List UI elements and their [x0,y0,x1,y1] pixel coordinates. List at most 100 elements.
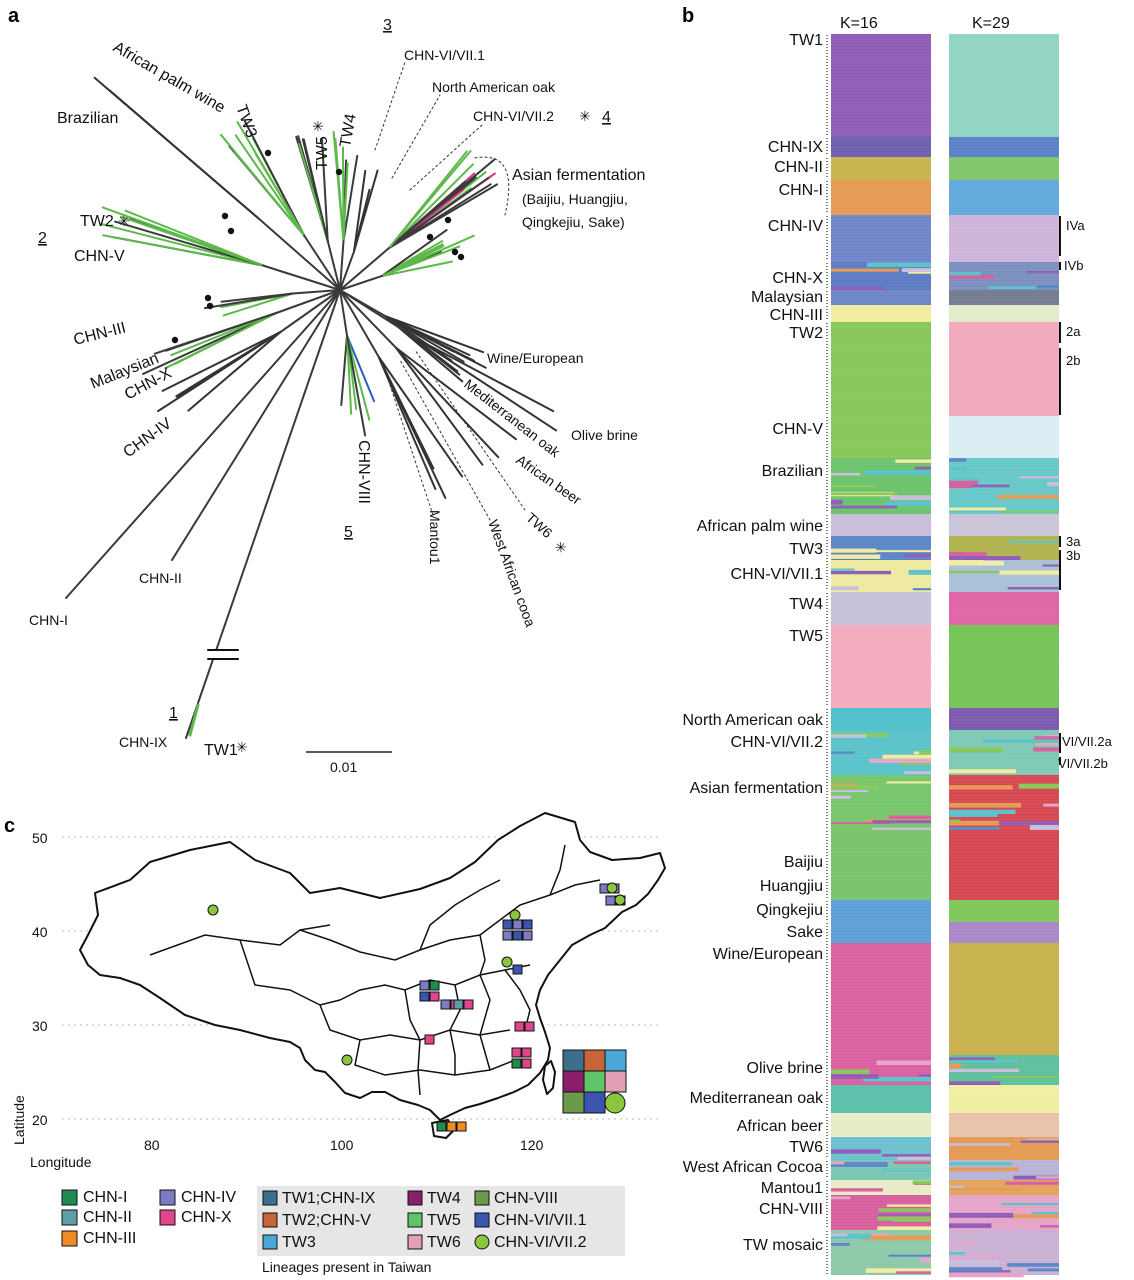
map-marker-square [419,991,430,1002]
border-4 [339,964,531,1001]
china-outline [79,812,666,1121]
admixture-segment [831,1161,845,1165]
label-chn-iv: CHN-IV [120,415,175,461]
structure-row-label: Sake [787,924,824,941]
structure-block [831,943,931,1055]
structure-row-label: Malaysian [751,289,823,306]
tree-branch [303,234,341,291]
admixture-segment [831,1196,851,1200]
admixture-segment [897,1156,931,1161]
admixture-segment [867,262,931,268]
structure-row-label: TW mosaic [743,1237,823,1254]
admixture-segment [831,586,859,591]
admixture-segment [949,480,979,485]
province-borders [149,844,601,1096]
admixture-segment [1033,747,1059,752]
structure-row-label: TW5 [789,628,823,645]
clade-number-3: 3 [383,17,392,34]
tree-node-dot [264,149,272,157]
tree-branch [388,183,499,249]
map-marker-square [446,1121,457,1132]
admixture-segment [949,1267,1003,1272]
legend-grid-swatch [583,1049,606,1072]
structure-block [949,514,1059,536]
structure-row-label: North American oak [682,712,824,729]
structure-block [949,943,1059,1055]
admixture-segment [1001,1202,1059,1206]
structure-row-label: African palm wine [697,518,823,535]
leader-line [409,124,483,191]
structure-row-label: TW2 [789,325,823,342]
legend-grid-swatch [562,1049,585,1072]
legend-swatch-grid [562,1049,627,1114]
legend-swatch [474,1212,490,1228]
structure-row-label: Qingkejiu [756,902,823,919]
structure-row-label: Olive brine [747,1060,824,1077]
taiwan-island [542,1060,556,1095]
tree-node-dot [221,212,229,220]
admixture-segment [949,556,1021,562]
legend-swatch [474,1234,490,1250]
admixture-segment [908,569,931,575]
border-12 [549,844,566,896]
admixture-segment [831,1069,870,1074]
legend-label: TW6 [427,1234,461,1251]
structure-block [831,900,931,922]
admixture-segment [831,554,881,559]
tree-branch [93,76,261,221]
asterisk-tw5: ✳ [310,120,326,132]
label-iva: IVa [1066,218,1085,233]
structure-block [831,592,931,625]
map-marker-circle [509,909,521,921]
structure-block [949,215,1059,262]
admixture-segment [912,1180,931,1185]
admixture-segment [1011,1214,1059,1219]
structure-row-label: Mediterranean oak [690,1090,824,1107]
map-marker-circle [207,904,219,916]
admixture-segment [888,815,931,820]
tree-branch [416,338,558,432]
tree-branch [339,250,355,291]
admixture-segment [949,809,1016,815]
map-marker-square [512,919,523,930]
admixture-segment [949,1068,1020,1073]
admixture-segment [1036,284,1059,289]
legend-label: TW4 [427,1190,461,1207]
map-marker-square [502,930,513,941]
structure-row-label: CHN-III [770,307,823,324]
structure-row-label: CHN-VI/VII.1 [731,566,824,583]
admixture-segment [949,483,972,489]
admixture-segment [949,560,1004,566]
admixture-segment [1043,803,1059,807]
label-asian-sub-2: Qingkejiu, Sake) [522,214,625,230]
legend-title: Lineages present in Taiwan [262,1259,431,1275]
admixture-segment [949,1187,1022,1191]
tree-branch [100,223,264,267]
structure-row-label: CHN-IV [768,218,823,235]
map-marker-square [502,919,513,930]
label-vi-vii-2a: VI/VII.2a [1062,734,1113,749]
label-north-american-oak: North American oak [432,79,556,95]
legend-grid-swatch [583,1091,606,1114]
map-marker-square [514,1021,525,1032]
tree-branch [279,289,341,333]
admixture-segment [996,821,1059,826]
legend-label: CHN-VI/VII.2 [494,1234,587,1251]
legend-grid-swatch [604,1049,627,1072]
label-african-beer: African beer [513,451,584,508]
tree-branch [291,289,341,295]
admixture-segment [896,1271,931,1274]
tree-branch [258,218,341,291]
admixture-segment [904,771,931,775]
map-marker-square [429,991,440,1002]
k29-header: K=29 [972,15,1010,32]
admixture-segment [949,552,987,557]
structure-block [949,900,1059,922]
tree-branch [388,176,490,249]
y-tick-30: 30 [32,1018,48,1034]
tree-branch [339,289,397,349]
label-3b: 3b [1066,548,1080,563]
admixture-segment [893,1161,931,1165]
structure-block [831,625,931,708]
legend-label: TW3 [282,1234,316,1251]
